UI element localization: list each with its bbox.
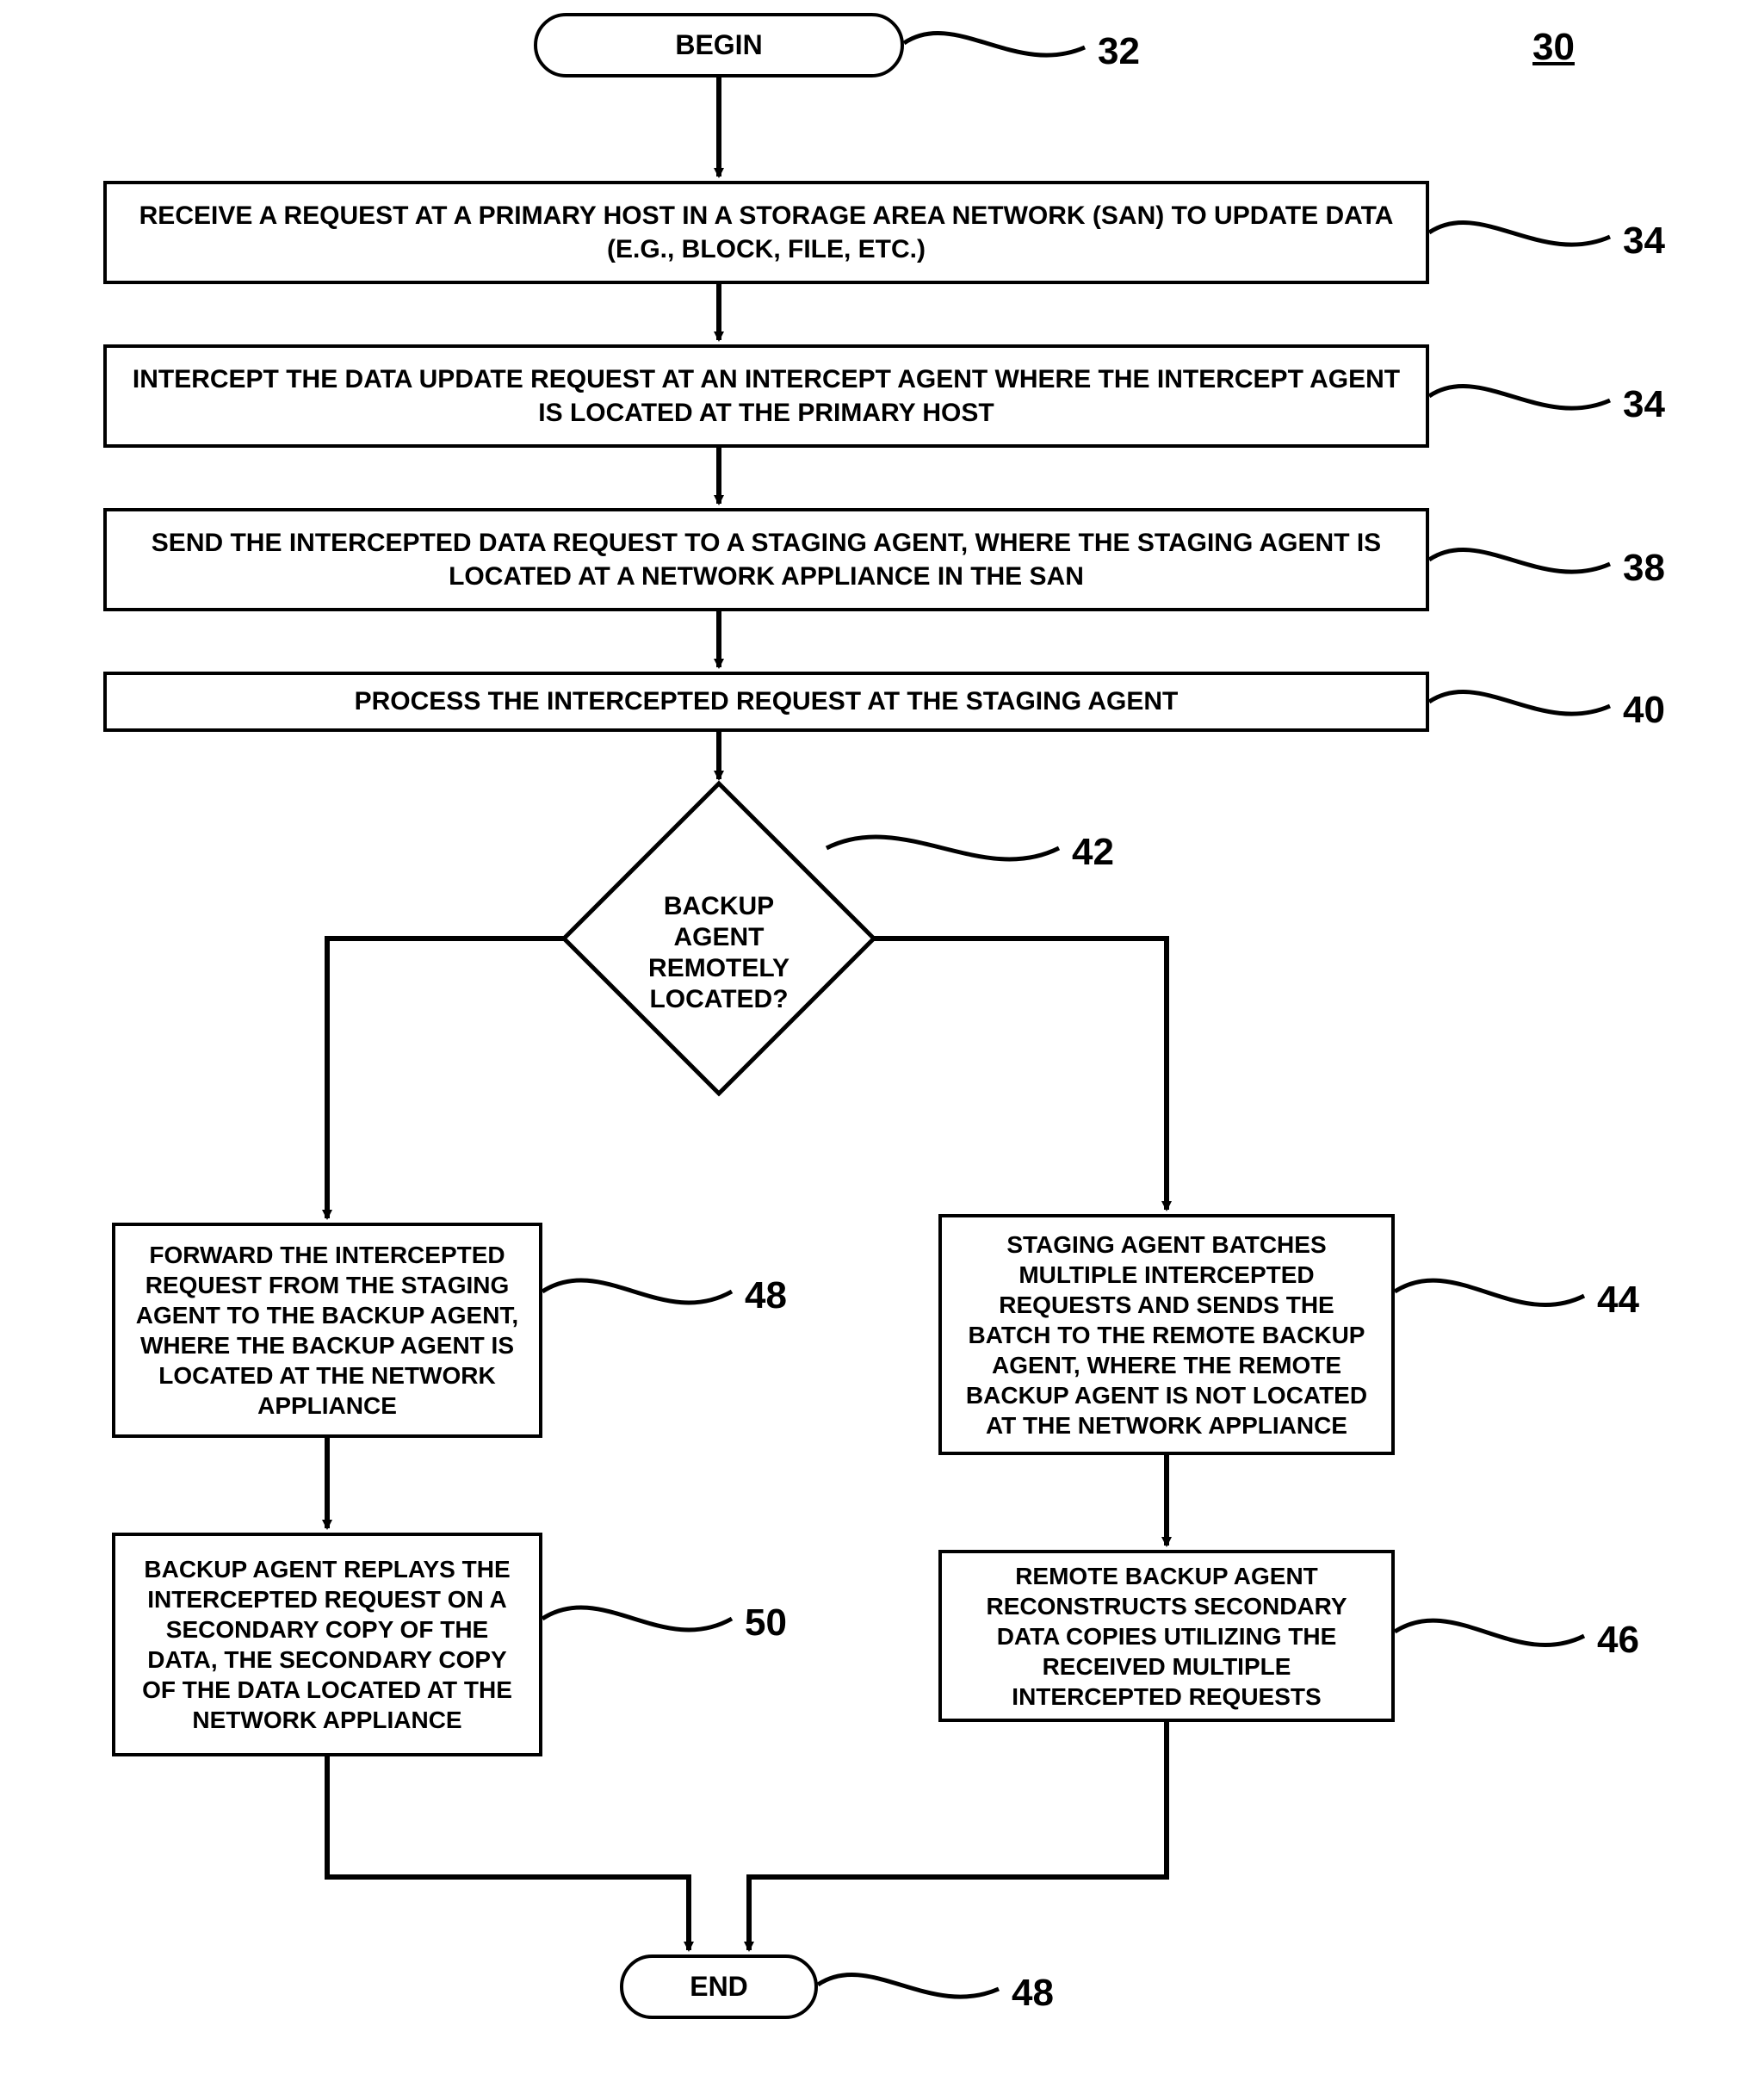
step-replay-text: BACKUP AGENT REPLAYS THE INTERCEPTED REQ… [129,1554,525,1735]
ref-intercept: 34 [1623,383,1665,426]
begin-label: BEGIN [675,29,762,61]
ref-batch: 44 [1597,1279,1639,1322]
ref-end: 48 [1012,1972,1054,2015]
step-replay: BACKUP AGENT REPLAYS THE INTERCEPTED REQ… [112,1533,542,1756]
end-terminal: END [620,1954,818,2019]
decision-text: BACKUP AGENT REMOTELY LOCATED? [620,891,818,1015]
step-reconstruct-text: REMOTE BACKUP AGENT RECONSTRUCTS SECONDA… [956,1561,1378,1712]
ref-send: 38 [1623,547,1665,590]
step-send: SEND THE INTERCEPTED DATA REQUEST TO A S… [103,508,1429,611]
begin-terminal: BEGIN [534,13,904,77]
figure-ref: 30 [1532,26,1575,69]
ref-forward: 48 [745,1274,787,1317]
step-process-text: PROCESS THE INTERCEPTED REQUEST AT THE S… [355,687,1179,716]
step-receive-text: RECEIVE A REQUEST AT A PRIMARY HOST IN A… [121,199,1412,266]
ref-reconstruct: 46 [1597,1619,1639,1662]
step-forward-text: FORWARD THE INTERCEPTED REQUEST FROM THE… [129,1240,525,1421]
step-receive: RECEIVE A REQUEST AT A PRIMARY HOST IN A… [103,181,1429,284]
step-intercept-text: INTERCEPT THE DATA UPDATE REQUEST AT AN … [121,362,1412,430]
ref-receive: 34 [1623,220,1665,263]
step-send-text: SEND THE INTERCEPTED DATA REQUEST TO A S… [121,526,1412,593]
ref-replay: 50 [745,1601,787,1645]
ref-process: 40 [1623,689,1665,732]
ref-begin: 32 [1098,30,1140,73]
flowchart-connectors [0,0,1746,2100]
step-batch-text: STAGING AGENT BATCHES MULTIPLE INTERCEPT… [956,1230,1378,1440]
step-process: PROCESS THE INTERCEPTED REQUEST AT THE S… [103,672,1429,732]
end-label: END [690,1971,748,2003]
step-forward: FORWARD THE INTERCEPTED REQUEST FROM THE… [112,1223,542,1438]
ref-decision: 42 [1072,831,1114,874]
step-reconstruct: REMOTE BACKUP AGENT RECONSTRUCTS SECONDA… [938,1550,1395,1722]
step-batch: STAGING AGENT BATCHES MULTIPLE INTERCEPT… [938,1214,1395,1455]
step-intercept: INTERCEPT THE DATA UPDATE REQUEST AT AN … [103,344,1429,448]
